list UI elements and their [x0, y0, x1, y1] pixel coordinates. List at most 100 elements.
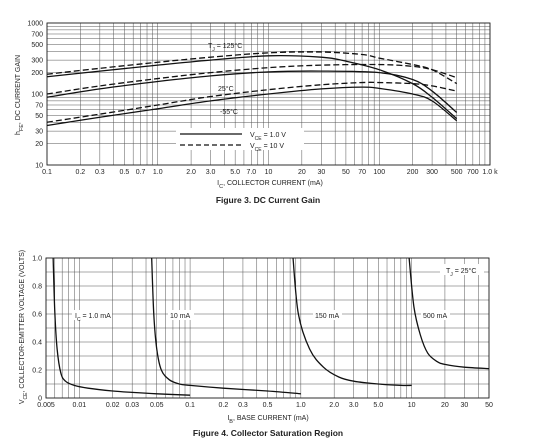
- series-curve-fig4-3: [408, 257, 490, 370]
- x-tick-label: 0.02: [106, 402, 120, 409]
- y-tick-label: 1000: [27, 20, 43, 27]
- label-ic-500ma-bg: [421, 310, 450, 320]
- series-curve-fig3-1: [46, 51, 457, 85]
- series-curve-fig3-5: [46, 81, 457, 123]
- x-tick-label: 0.3: [95, 169, 105, 176]
- x-tick-label: 10: [265, 169, 273, 176]
- x-tick-label: 0.005: [37, 402, 55, 409]
- label-ic-150ma-bg: [313, 310, 342, 320]
- legend-dashed-label: VCE = 10 V: [250, 143, 284, 153]
- x-tick-label: 0.5: [263, 402, 273, 409]
- y-tick-label: 300: [31, 58, 43, 65]
- fig4-grid: [45, 257, 490, 399]
- x-tick-label: 1.0: [296, 402, 306, 409]
- fig3-y-axis-label: hFE, DC CURRENT GAIN: [15, 55, 25, 135]
- y-tick-label: 70: [35, 102, 43, 109]
- x-tick-label: 0.1: [42, 169, 52, 176]
- x-tick-label: 1.0 k: [482, 169, 498, 176]
- svg-text:500 mA: 500 mA: [423, 313, 447, 320]
- svg-text:TJ = 25°C: TJ = 25°C: [446, 267, 476, 278]
- x-tick-label: 0.03: [125, 402, 139, 409]
- y-tick-label: 0: [38, 395, 42, 402]
- x-tick-label: 20: [441, 402, 449, 409]
- y-tick-label: 20: [35, 141, 43, 148]
- series-curve-fig4-2: [292, 257, 412, 387]
- fig3-grid: [46, 22, 491, 166]
- x-tick-label: 70: [358, 169, 366, 176]
- x-tick-label: 200: [407, 169, 419, 176]
- x-tick-label: 5.0: [230, 169, 240, 176]
- x-tick-label: 300: [426, 169, 438, 176]
- fig4-x-axis-label: IB, BASE CURRENT (mA): [227, 415, 308, 425]
- svg-text:10 mA: 10 mA: [170, 313, 191, 320]
- fig3-25c-label: 25°C: [218, 85, 234, 93]
- x-tick-label: 700: [467, 169, 479, 176]
- x-tick-label: 2.0: [186, 169, 196, 176]
- x-tick-label: 3.0: [349, 402, 359, 409]
- y-tick-label: 100: [31, 91, 43, 98]
- fig3-tj-label: TJ = 125°C: [208, 42, 242, 53]
- x-tick-label: 3.0: [206, 169, 216, 176]
- label-ic-10ma: 10 mA: [168, 310, 194, 320]
- label-ic-1ma: IC = 1.0 mA: [72, 310, 112, 323]
- fig4-tj-bg: [440, 264, 484, 275]
- x-tick-label: 7.0: [246, 169, 256, 176]
- label-ic-500ma: 500 mA: [421, 310, 450, 320]
- x-tick-label: 500: [451, 169, 463, 176]
- x-tick-label: 5.0: [373, 402, 383, 409]
- fig4-tick-labels: 0.005 0.01 0.02 0.03 0.05 0.1 0.2 0.3 0.5 1.0 2.0 3…: [32, 255, 493, 409]
- x-tick-label: 0.7: [136, 169, 146, 176]
- fig3-legend: VCE = 1.0 V VCE = 10 V: [176, 128, 304, 153]
- series-curve-fig4-0: [52, 257, 191, 396]
- series-curve-fig3-4: [46, 86, 458, 127]
- dc-current-gain-chart: 0.1 0.2 0.3 0.5 0.7 1.0 2.0 3.0 5.0 7.0 10 20 30 50 70…: [15, 20, 498, 205]
- fig4-tj-label: TJ = 25°C: [440, 264, 484, 278]
- x-tick-label: 30: [317, 169, 325, 176]
- series-curve-fig3-2: [46, 70, 458, 113]
- y-tick-label: 700: [31, 31, 43, 38]
- y-tick-label: 0.2: [32, 367, 42, 374]
- x-tick-label: 50: [342, 169, 350, 176]
- x-tick-label: 10: [408, 402, 416, 409]
- series-curve-fig4-1: [151, 257, 301, 395]
- fig3-neg55c-label: -55°C: [220, 108, 238, 116]
- y-tick-label: 0.8: [32, 283, 42, 290]
- y-tick-label: 200: [31, 70, 43, 77]
- label-ic-10ma-bg: [168, 310, 194, 320]
- series-curve-fig3-0: [46, 55, 458, 120]
- plot-frame: [45, 257, 490, 399]
- y-tick-label: 1.0: [32, 255, 42, 262]
- y-tick-label: 30: [35, 129, 43, 136]
- y-tick-label: 10: [35, 162, 43, 169]
- x-tick-label: 0.1: [185, 402, 195, 409]
- fig4-curves: [52, 257, 490, 396]
- x-tick-label: 0.2: [219, 402, 229, 409]
- series-curve-fig3-3: [46, 63, 457, 95]
- x-tick-label: 2.0: [329, 402, 339, 409]
- y-tick-label: 0.4: [32, 339, 42, 346]
- fig3-curves: [46, 51, 458, 127]
- fig3-tick-labels: 0.1 0.2 0.3 0.5 0.7 1.0 2.0 3.0 5.0 7.0 10 20 30 50 70…: [27, 20, 498, 176]
- fig4-caption: Figure 4. Collector Saturation Region: [193, 428, 343, 438]
- svg-text:IC = 1.0 mA: IC = 1.0 mA: [75, 313, 111, 323]
- x-tick-label: 100: [373, 169, 385, 176]
- y-tick-label: 50: [35, 113, 43, 120]
- legend-solid-label: VCE = 1.0 V: [250, 132, 286, 142]
- fig3-x-axis-label: IC, COLLECTOR CURRENT (mA): [217, 180, 323, 190]
- x-tick-label: 0.2: [75, 169, 85, 176]
- collector-saturation-chart: 0.005 0.01 0.02 0.03 0.05 0.1 0.2 0.3 0.5 1.0 2.0 3…: [19, 250, 493, 438]
- x-tick-label: 0.3: [238, 402, 248, 409]
- x-tick-label: 0.5: [120, 169, 130, 176]
- label-ic-150ma: 150 mA: [313, 310, 342, 320]
- fig4-y-axis-label: VCE, COLLECTOR-EMITTER VOLTAGE (VOLTS): [19, 250, 29, 404]
- svg-text:150 mA: 150 mA: [315, 313, 339, 320]
- x-tick-label: 20: [298, 169, 306, 176]
- x-tick-label: 30: [461, 402, 469, 409]
- x-tick-label: 1.0: [153, 169, 163, 176]
- fig3-caption: Figure 3. DC Current Gain: [216, 195, 320, 205]
- y-tick-label: 500: [31, 42, 43, 49]
- y-tick-label: 0.6: [32, 311, 42, 318]
- x-tick-label: 50: [485, 402, 493, 409]
- label-ic-1ma-bg: [72, 310, 112, 320]
